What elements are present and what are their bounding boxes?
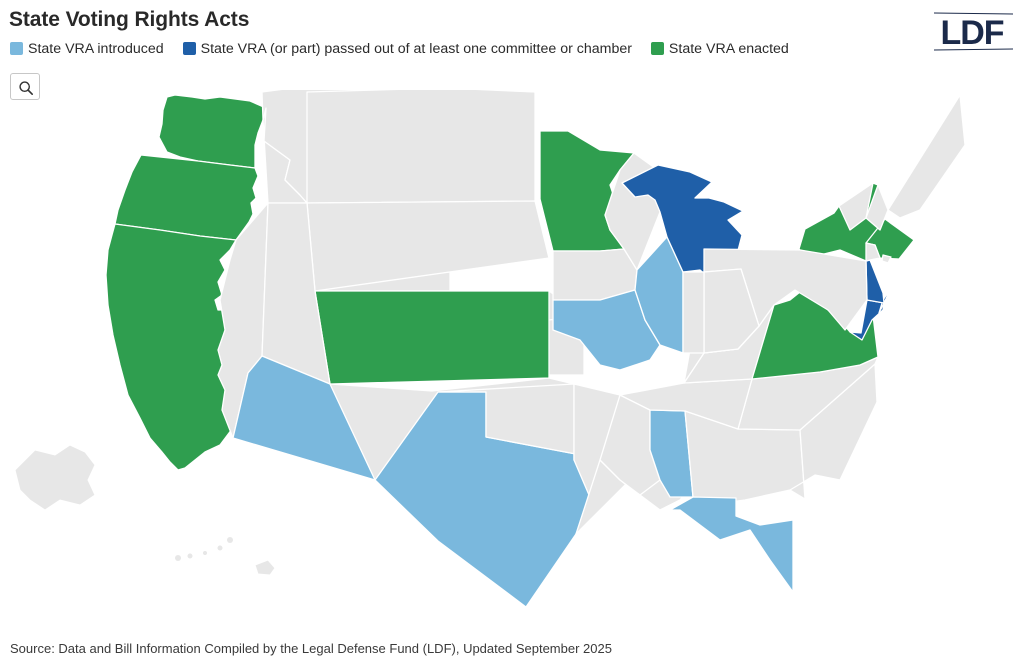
svg-text:LDF: LDF bbox=[940, 14, 1003, 52]
